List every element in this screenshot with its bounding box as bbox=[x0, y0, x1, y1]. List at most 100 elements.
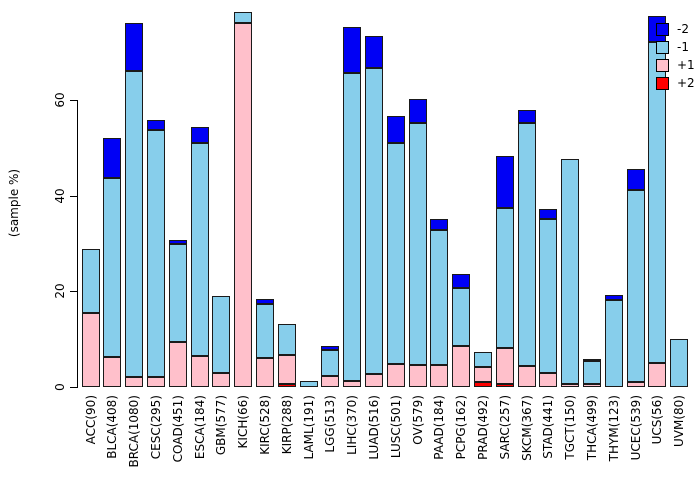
legend-label: -1 bbox=[677, 39, 689, 54]
bar-cesc bbox=[147, 0, 165, 387]
segment-+1 bbox=[626, 382, 645, 387]
segment--2 bbox=[343, 27, 362, 74]
y-tick-label: 20 bbox=[53, 283, 67, 299]
segment-+1 bbox=[495, 348, 514, 384]
y-tick-mark bbox=[70, 100, 77, 101]
x-tick-label: LAML(191) bbox=[301, 395, 316, 460]
segment-+2 bbox=[474, 382, 492, 387]
x-tick-label: LUSC(501) bbox=[388, 395, 403, 459]
segment-+1 bbox=[430, 365, 449, 387]
segment--1 bbox=[168, 244, 187, 342]
segment-+1 bbox=[365, 373, 383, 387]
bar-acc bbox=[81, 0, 100, 387]
segment--2 bbox=[626, 169, 645, 191]
y-axis-label: (sample %) bbox=[7, 168, 21, 238]
x-tick-label: LIHC(370) bbox=[345, 395, 360, 455]
segment--2 bbox=[103, 138, 122, 179]
legend-swatch bbox=[656, 22, 669, 36]
x-tick-label: THYM(123) bbox=[606, 395, 621, 462]
bar-esca bbox=[190, 0, 209, 387]
x-tick-label: PAAD(184) bbox=[432, 395, 447, 460]
legend-item-minus1: -1 bbox=[656, 38, 695, 56]
bar-thym bbox=[604, 0, 623, 387]
segment--1 bbox=[299, 381, 318, 387]
segment--2 bbox=[408, 99, 427, 124]
segment--1 bbox=[452, 287, 471, 347]
segment--1 bbox=[190, 143, 209, 356]
segment-+1 bbox=[190, 355, 209, 387]
segment--2 bbox=[604, 295, 623, 300]
segment-+2 bbox=[277, 384, 296, 387]
x-tick-label: PRAD(492) bbox=[476, 395, 490, 460]
segment-+1 bbox=[234, 23, 253, 387]
x-tick-label: KIRP(288) bbox=[279, 395, 294, 455]
bar-kirp bbox=[277, 0, 296, 387]
segment-+2 bbox=[495, 383, 514, 387]
legend-swatch bbox=[656, 40, 669, 54]
segment-+1 bbox=[168, 341, 187, 387]
x-tick-label: TGCT(150) bbox=[563, 395, 578, 460]
x-tick-label: KIRC(528) bbox=[258, 395, 272, 455]
bar-kirc bbox=[256, 0, 274, 387]
bar-uvm bbox=[670, 0, 689, 387]
x-tick-label: UCS(56) bbox=[650, 395, 665, 445]
segment-+1 bbox=[81, 312, 100, 387]
segment-+1 bbox=[256, 358, 274, 387]
segment--1 bbox=[212, 296, 231, 373]
segment--1 bbox=[626, 190, 645, 383]
segment--1 bbox=[386, 143, 405, 365]
bar-tgct bbox=[561, 0, 580, 387]
x-tick-label: ACC(90) bbox=[83, 395, 98, 445]
segment--1 bbox=[256, 303, 274, 359]
segment-+1 bbox=[277, 355, 296, 385]
segment--2 bbox=[495, 156, 514, 208]
segment-+1 bbox=[583, 384, 601, 387]
x-tick-label: KICH(66) bbox=[236, 395, 251, 449]
bar-lihc bbox=[343, 0, 362, 387]
bar-ov bbox=[408, 0, 427, 387]
x-tick-label: LGG(513) bbox=[323, 395, 338, 453]
segment-+1 bbox=[343, 381, 362, 387]
segment--1 bbox=[517, 123, 536, 366]
segment--1 bbox=[343, 73, 362, 382]
x-tick-label: OV(579) bbox=[410, 395, 425, 445]
segment--1 bbox=[495, 207, 514, 349]
segment-+1 bbox=[386, 364, 405, 387]
x-tick-label: CESC(295) bbox=[149, 395, 163, 460]
segment-+1 bbox=[539, 373, 558, 387]
legend: -2 -1 +1 +2 bbox=[656, 20, 695, 92]
segment--1 bbox=[670, 339, 689, 387]
legend-item-minus2: -2 bbox=[656, 20, 695, 38]
y-tick-label: 60 bbox=[53, 92, 67, 108]
segment--1 bbox=[583, 361, 601, 385]
bar-pcpg bbox=[452, 0, 471, 387]
legend-label: +1 bbox=[677, 57, 695, 72]
bar-kich bbox=[234, 0, 253, 387]
segment--1 bbox=[147, 129, 165, 378]
segment--1 bbox=[234, 12, 253, 24]
segment--1 bbox=[408, 123, 427, 366]
segment--2 bbox=[190, 126, 209, 144]
x-tick-label: GBM(577) bbox=[214, 395, 229, 456]
segment--2 bbox=[583, 359, 601, 362]
legend-label: -2 bbox=[677, 21, 689, 36]
segment--1 bbox=[125, 71, 144, 377]
bar-luad bbox=[365, 0, 383, 387]
bar-prad bbox=[474, 0, 492, 387]
x-tick-label: LUAD(516) bbox=[367, 395, 381, 460]
legend-item-plus1: +1 bbox=[656, 56, 695, 74]
segment--2 bbox=[125, 23, 144, 72]
bar-ucec bbox=[626, 0, 645, 387]
x-tick-label: SARC(257) bbox=[497, 395, 512, 460]
bar-lgg bbox=[321, 0, 340, 387]
segment--2 bbox=[517, 109, 536, 124]
segment--2 bbox=[430, 219, 449, 231]
x-tick-label: UCEC(539) bbox=[628, 395, 643, 461]
segment--2 bbox=[147, 120, 165, 130]
segment--1 bbox=[277, 324, 296, 356]
segment--2 bbox=[168, 239, 187, 245]
segment--1 bbox=[321, 349, 340, 376]
bar-laml bbox=[299, 0, 318, 387]
segment-+1 bbox=[474, 366, 492, 383]
y-tick-mark bbox=[70, 291, 77, 293]
